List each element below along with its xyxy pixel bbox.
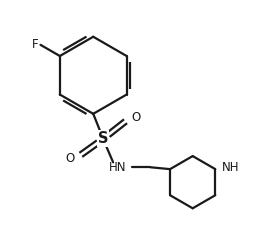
- Text: HN: HN: [109, 161, 127, 174]
- Text: NH: NH: [221, 162, 239, 174]
- Text: F: F: [31, 38, 38, 51]
- Text: S: S: [98, 131, 108, 146]
- Text: O: O: [65, 152, 75, 165]
- Text: O: O: [132, 111, 141, 124]
